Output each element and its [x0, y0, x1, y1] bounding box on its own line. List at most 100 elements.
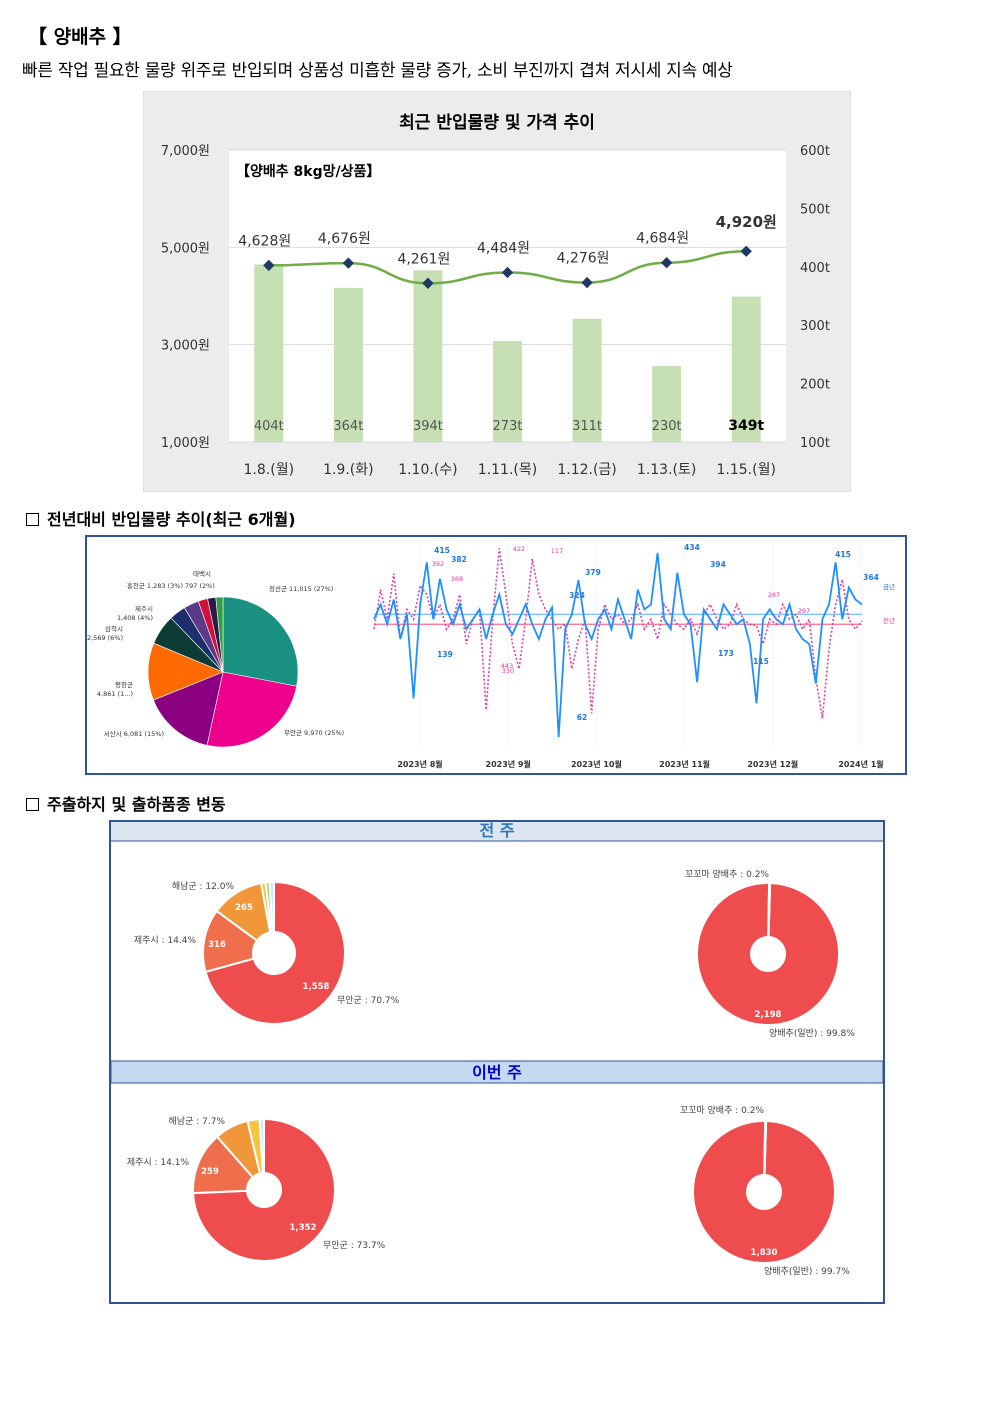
donut-label: 해남군 : 12.0% — [172, 881, 235, 892]
x-tick-label: 2023년 11월 — [659, 759, 710, 769]
donut-slice — [763, 1119, 768, 1177]
donut-value: 316 — [208, 940, 226, 950]
trend-panel: 정선군 11,015 (27%) 무안군 9,970 (25%) 서산시 6,081… — [85, 535, 907, 775]
price-marker — [422, 277, 434, 289]
chart-title: 최근 반입물량 및 가격 추이 — [399, 113, 595, 133]
y-right-tick: 600t — [800, 144, 830, 159]
prev-data-label: 368 — [451, 575, 463, 583]
curr-data-label: 415 — [835, 550, 851, 559]
x-tick-label: 1.15.(월) — [716, 462, 775, 478]
x-tick-label: 2023년 8월 — [397, 759, 442, 769]
donut-value: 2,198 — [755, 1010, 782, 1020]
donut-label: 제주시 : 14.4% — [134, 935, 197, 946]
x-tick-label: 1.9.(화) — [323, 462, 374, 478]
donut-label: 양배추(일반) : 99.7% — [764, 1266, 850, 1277]
pie-slice — [206, 671, 297, 748]
price-label: 4,261원 — [397, 251, 450, 267]
donut-slice — [192, 1117, 336, 1262]
y-right-tick: 100t — [800, 436, 830, 451]
panel-title-curr: 이번 주 — [472, 1063, 522, 1082]
series-curr-line — [373, 552, 863, 738]
volume-label: 349t — [728, 418, 764, 434]
curr-data-label: 434 — [684, 543, 700, 552]
donut-label: 해남군 : 7.7% — [169, 1116, 226, 1127]
volume-bar — [652, 366, 682, 442]
pie-label: 태백시 — [193, 569, 211, 578]
donut-label: 무안군 : 70.7% — [337, 995, 400, 1006]
curr-data-label: 379 — [585, 568, 601, 577]
section-origin: 주출하지 및 출하품종 변동 — [26, 791, 226, 815]
page-title: 【 양배추 】 — [28, 26, 132, 48]
price-label: 4,920원 — [716, 213, 777, 231]
x-tick-label: 1.11.(목) — [478, 462, 537, 478]
donut-value: 1,830 — [751, 1248, 778, 1258]
volume-label: 394t — [413, 419, 443, 434]
pie-slice — [153, 671, 224, 746]
section-trend: 전년대비 반입물량 추이(최근 6개월) — [26, 506, 296, 530]
x-tick-label: 2023년 10월 — [571, 759, 622, 769]
y-left-tick: 5,000원 — [161, 241, 210, 256]
donut-slice — [202, 909, 259, 974]
volume-bar — [413, 270, 443, 442]
donut-slice — [204, 880, 346, 1025]
pie-label-value: 4,861 (1...) — [97, 690, 133, 698]
volume-bar — [493, 340, 522, 442]
checkbox-icon — [26, 513, 39, 526]
y-left-tick: 3,000원 — [161, 339, 210, 354]
curr-data-label: 415 — [434, 546, 450, 555]
donut-slice — [268, 880, 275, 934]
price-marker — [740, 245, 752, 257]
donut-value: 259 — [201, 1167, 219, 1177]
section-origin-label: 주출하지 및 출하품종 변동 — [47, 795, 226, 814]
header-band-curr — [110, 1060, 884, 1084]
pie-slice — [222, 596, 299, 687]
price-marker — [263, 259, 275, 272]
y-right-tick: 500t — [800, 202, 830, 217]
price-volume-chart: 최근 반입물량 및 가격 추이 1,000원 3,000원 5,000원 7,000원 1… — [143, 91, 851, 492]
donut-slice — [767, 881, 772, 939]
prev-data-label: 287 — [768, 591, 780, 599]
donut-label: 제주시 : 14.1% — [127, 1157, 190, 1168]
donut-value: 1,352 — [290, 1223, 317, 1233]
price-marker — [581, 276, 593, 289]
header-band-prev — [111, 822, 883, 841]
volume-bar — [333, 287, 363, 442]
price-label: 4,676원 — [318, 231, 371, 247]
origin-panel: 전 주이번 주 무안군 : 70.7% 제주시 : 14.4% 해남군 : 12.0%… — [109, 820, 885, 1304]
donut-label: 꼬꼬마 양배추 : 0.2% — [680, 1105, 765, 1116]
price-label: 4,484원 — [477, 240, 530, 256]
inner-label: 【양배추 8kg망/상품】 — [236, 163, 380, 180]
legend-curr: 금년 — [883, 582, 895, 591]
volume-label: 364t — [333, 419, 363, 434]
series-prev-line — [373, 548, 863, 719]
curr-data-label: 115 — [753, 657, 769, 666]
y-left-tick: 1,000원 — [161, 436, 210, 451]
curr-data-label: 382 — [451, 555, 467, 564]
y-right-tick: 400t — [800, 261, 830, 276]
donut-label: 무안군 : 73.7% — [323, 1240, 386, 1251]
y-right-tick: 300t — [800, 319, 830, 334]
volume-label: 230t — [652, 419, 682, 434]
x-tick-label: 1.13.(토) — [637, 462, 696, 478]
x-tick-label: 1.10.(수) — [398, 462, 457, 478]
pie-label: 797 (2%) — [185, 582, 215, 590]
pie-label-value: 1,408 (4%) — [117, 614, 153, 622]
y-right-tick: 200t — [800, 378, 830, 393]
panel-title-prev: 전 주 — [479, 821, 514, 840]
pie-label-value: 2,569 (6%) — [87, 634, 123, 642]
donut-value: 265 — [235, 903, 253, 913]
donut-label: 꼬꼬마 양배추 : 0.2% — [685, 869, 770, 880]
x-tick-label: 1.8.(월) — [244, 462, 295, 478]
x-tick-label: 2024년 1월 — [838, 759, 883, 769]
price-label: 4,628원 — [238, 233, 291, 249]
x-tick-label: 1.12.(금) — [557, 462, 616, 478]
pie-label: 정선군 11,015 (27%) — [269, 584, 333, 593]
pie-label: 삼척시 — [105, 624, 123, 633]
curr-data-label: 394 — [710, 560, 726, 569]
curr-data-label: 173 — [718, 649, 734, 658]
volume-bar — [731, 296, 761, 442]
prev-data-label: 443 — [501, 662, 513, 670]
pie-label: 서산시 6,081 (15%) — [104, 729, 164, 738]
curr-data-label: 324 — [569, 591, 585, 600]
x-tick-label: 2023년 9월 — [486, 759, 531, 769]
